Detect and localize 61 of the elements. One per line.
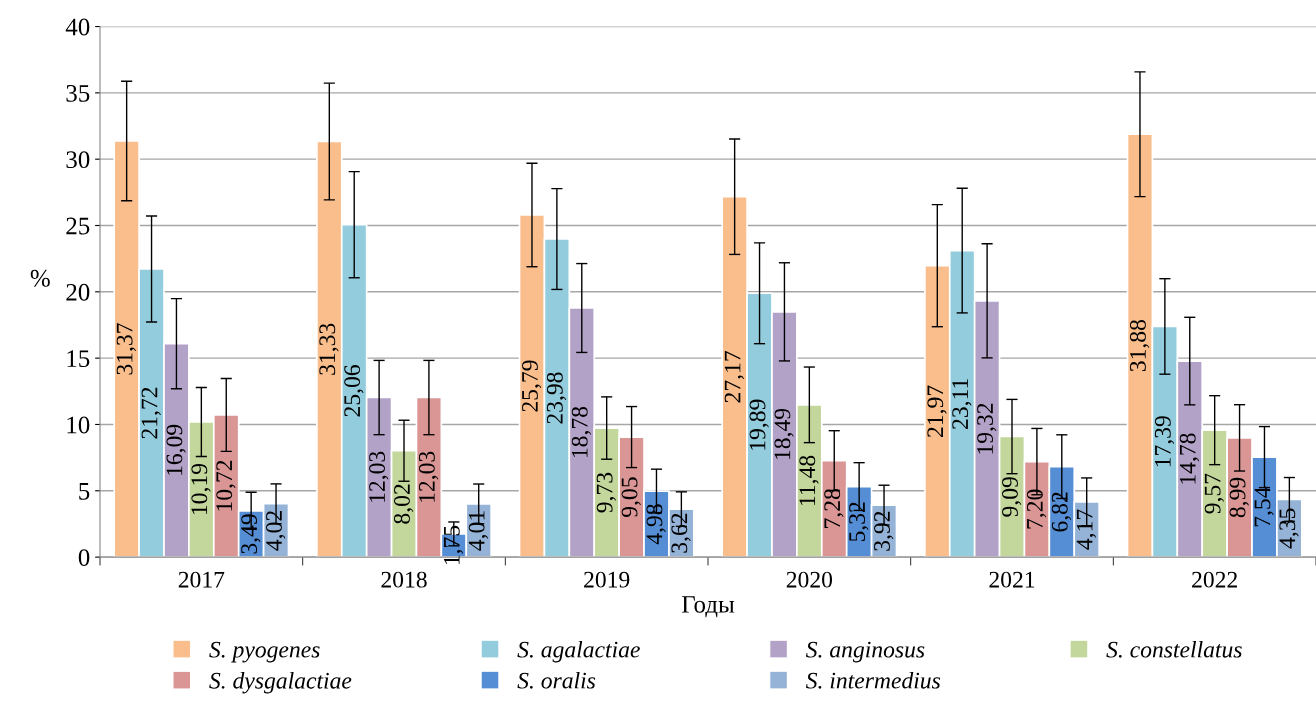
x-tick-label: 2017 bbox=[178, 571, 225, 588]
y-tick-label: 35 bbox=[66, 84, 90, 102]
data-label: 19,89 bbox=[749, 399, 769, 450]
y-tick-label: 0 bbox=[78, 549, 90, 567]
data-label: 12,03 bbox=[418, 451, 439, 502]
data-label: 5,32 bbox=[849, 502, 869, 542]
y-tick-label: 40 bbox=[65, 18, 90, 36]
data-label: 9,73 bbox=[596, 472, 616, 513]
data-label: 8,02 bbox=[393, 484, 414, 524]
y-tick-label: 10 bbox=[67, 416, 90, 434]
y-tick-label: 20 bbox=[66, 283, 90, 301]
data-label: 25,06 bbox=[344, 365, 364, 417]
data-label: 9,05 bbox=[621, 477, 641, 517]
legend-label: S. agalactiae bbox=[517, 640, 640, 663]
x-tick-label: 2021 bbox=[989, 571, 1035, 588]
legend-label: S. dysgalactiae bbox=[209, 672, 352, 694]
data-label: 9,57 bbox=[1204, 473, 1224, 514]
data-label: 12,03 bbox=[369, 451, 389, 502]
legend-label: S. pyogenes bbox=[209, 641, 320, 663]
y-tick-label: 5 bbox=[79, 483, 90, 500]
data-label: 31,37 bbox=[116, 323, 136, 375]
data-label: 11,48 bbox=[799, 455, 819, 506]
data-label: 16,09 bbox=[166, 424, 186, 475]
data-label: 4,98 bbox=[646, 504, 666, 545]
data-label: 27,17 bbox=[724, 351, 744, 403]
data-label: 4,01 bbox=[468, 511, 489, 551]
data-label: 23,98 bbox=[546, 372, 567, 424]
legend-label: S. intermedius bbox=[805, 671, 941, 689]
data-label: 31,33 bbox=[319, 323, 339, 375]
data-label: 14,78 bbox=[1179, 433, 1200, 484]
data-label: 10,19 bbox=[191, 463, 211, 515]
data-label: 6,82 bbox=[1051, 492, 1072, 532]
legend-label: S. oralis bbox=[517, 671, 596, 689]
x-tick-label: 2019 bbox=[584, 571, 630, 588]
legend-label: S. anginosus bbox=[805, 641, 925, 663]
data-label: 31,88 bbox=[1129, 320, 1150, 372]
x-tick-label: 2022 bbox=[1192, 571, 1237, 588]
x-axis-title: Годы bbox=[681, 596, 735, 618]
data-label: 21,97 bbox=[927, 385, 947, 437]
legend-label: S. constellatus bbox=[1106, 640, 1242, 658]
y-axis-title: % bbox=[30, 269, 50, 287]
data-label: 25,79 bbox=[522, 360, 542, 412]
x-tick-label: 2020 bbox=[786, 571, 833, 588]
data-label: 7,54 bbox=[1254, 486, 1274, 527]
x-tick-label: 2018 bbox=[381, 571, 427, 588]
data-label: 8,99 bbox=[1229, 477, 1249, 518]
data-label: 4,02 bbox=[266, 511, 286, 551]
data-label: 18,49 bbox=[774, 408, 794, 459]
data-label: 9,09 bbox=[1001, 477, 1022, 517]
data-label: 18,78 bbox=[571, 406, 592, 458]
y-tick-label: 15 bbox=[67, 350, 90, 368]
y-tick-label: 30 bbox=[66, 151, 90, 169]
data-label: 10,72 bbox=[216, 460, 236, 511]
data-label: 3,92 bbox=[874, 511, 894, 551]
y-tick-label: 25 bbox=[66, 217, 90, 235]
data-label: 1,75 bbox=[443, 525, 464, 565]
data-label: 23,11 bbox=[952, 379, 972, 429]
data-label: 7,20 bbox=[1026, 489, 1047, 529]
data-label: 17,39 bbox=[1154, 416, 1175, 467]
data-label: 19,32 bbox=[977, 403, 997, 454]
data-label: 21,72 bbox=[141, 387, 161, 439]
